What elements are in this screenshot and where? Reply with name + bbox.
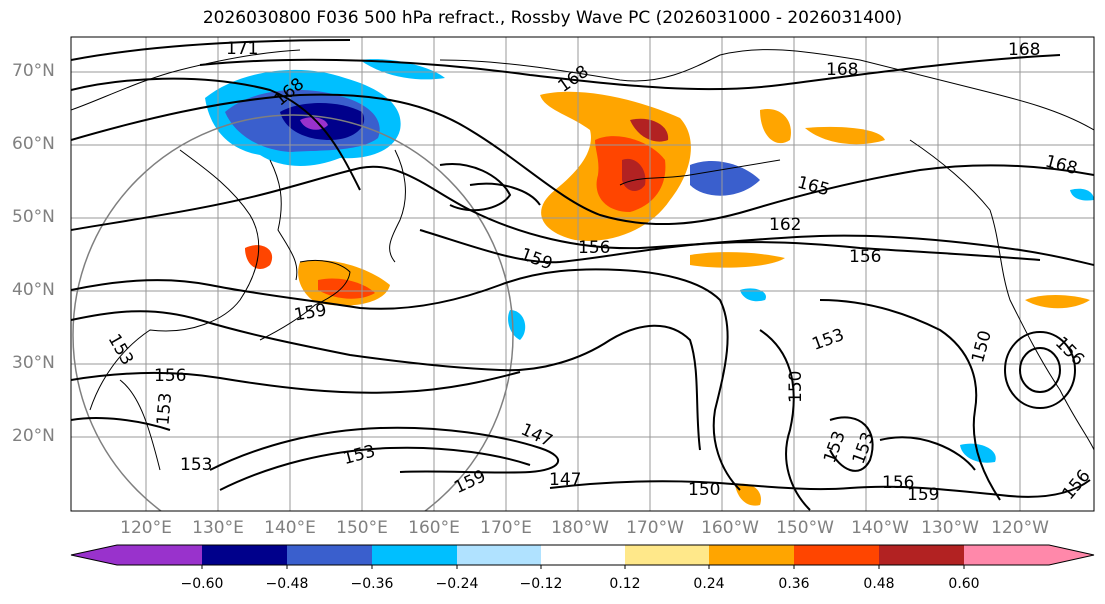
contour-label: 162 xyxy=(769,215,801,235)
colorbar-segment xyxy=(709,545,794,565)
contour-label: 153 xyxy=(180,455,212,475)
colorbar-tick-label: −0.60 xyxy=(180,576,224,592)
colorbar-tick-label: 0.36 xyxy=(778,576,810,592)
longitude-label: 130°E xyxy=(192,518,244,538)
longitude-label: 140°W xyxy=(851,518,909,538)
contour-label: 156 xyxy=(578,238,610,258)
longitude-label: 140°E xyxy=(264,518,316,538)
colorbar-outline xyxy=(70,544,1095,566)
longitude-label: 150°W xyxy=(776,518,834,538)
longitude-label: 170°E xyxy=(480,518,532,538)
positive-anomaly-region xyxy=(622,158,646,192)
negative-anomaly-region xyxy=(360,59,445,80)
colorbar-tick-label: 0.24 xyxy=(693,576,725,592)
colorbar-segment xyxy=(202,545,287,565)
colorbar-tick-label: −0.36 xyxy=(350,576,394,592)
longitude-label: 120°W xyxy=(991,518,1049,538)
colorbar-segment-lower-extension xyxy=(71,545,202,565)
latitude-label: 50°N xyxy=(12,207,55,227)
colorbar-segment xyxy=(541,545,625,565)
colorbar-segment xyxy=(879,545,964,565)
colorbar-tick-label: 0.48 xyxy=(863,576,895,592)
positive-anomaly-region xyxy=(1025,295,1090,309)
colorbar-segment xyxy=(457,545,541,565)
contour-label: 168 xyxy=(826,60,858,80)
latitude-label: 70°N xyxy=(12,61,55,81)
contour-label: 150 xyxy=(786,371,806,403)
longitude-label: 160°E xyxy=(408,518,460,538)
positive-anomaly-region xyxy=(760,109,791,144)
negative-anomaly-region xyxy=(1070,188,1094,201)
longitude-label: 130°W xyxy=(921,518,979,538)
colorbar-tick-label: −0.48 xyxy=(265,576,309,592)
coastlines xyxy=(71,49,1094,471)
colorbar-tick-label: 0.60 xyxy=(948,576,980,592)
colorbar-segment xyxy=(794,545,879,565)
contour-label: 150 xyxy=(688,480,720,500)
map-frame xyxy=(70,36,1095,512)
positive-anomaly-region xyxy=(690,252,785,268)
latitude-label: 30°N xyxy=(12,353,55,373)
map-title: 2026030800 F036 500 hPa refract., Rossby… xyxy=(202,8,903,28)
contour-label: 156 xyxy=(882,473,914,493)
positive-anomaly-region xyxy=(245,245,273,269)
latitude-label: 60°N xyxy=(12,134,55,154)
longitude-label: 150°E xyxy=(336,518,388,538)
colorbar xyxy=(70,544,1095,569)
positive-anomaly-region xyxy=(318,278,375,299)
positive-anomaly-region xyxy=(805,126,885,145)
latitude-label: 20°N xyxy=(12,426,55,446)
longitude-label: 120°E xyxy=(120,518,172,538)
negative-anomaly-region xyxy=(740,288,766,302)
longitude-label: 170°W xyxy=(626,518,684,538)
contour-label: 156 xyxy=(849,247,881,267)
contour-label: 159 xyxy=(907,485,939,505)
colorbar-segment xyxy=(287,545,372,565)
colorbar-tick-label: 0.12 xyxy=(609,576,641,592)
reference-circle xyxy=(72,114,514,511)
graticule xyxy=(71,37,1094,511)
contour-label: 171 xyxy=(226,39,258,59)
contour-label: 147 xyxy=(549,470,581,490)
longitude-label: 180°W xyxy=(551,518,609,538)
contour-label: 168 xyxy=(1008,40,1040,60)
colorbar-tick-label: −0.12 xyxy=(519,576,563,592)
positive-anomaly-region xyxy=(735,483,761,506)
contour-label-group: 171 168 168 168 168 168 165 162 159 159 … xyxy=(104,39,1094,505)
colorbar-segment-upper-extension xyxy=(964,545,1094,565)
positive-anomaly-region xyxy=(630,118,669,142)
colorbar-segment xyxy=(625,545,709,565)
contour-label: 156 xyxy=(154,366,186,386)
colorbar-tick-label: −0.24 xyxy=(435,576,479,592)
contour-label: 153 xyxy=(153,392,176,426)
longitude-label: 160°W xyxy=(701,518,759,538)
contour-lines xyxy=(71,39,1094,511)
map-plot-area: 171 168 168 168 168 168 165 162 159 159 … xyxy=(71,37,1094,511)
negative-anomaly-region xyxy=(690,160,760,196)
colorbar-segment xyxy=(372,545,457,565)
latitude-label: 40°N xyxy=(12,280,55,300)
